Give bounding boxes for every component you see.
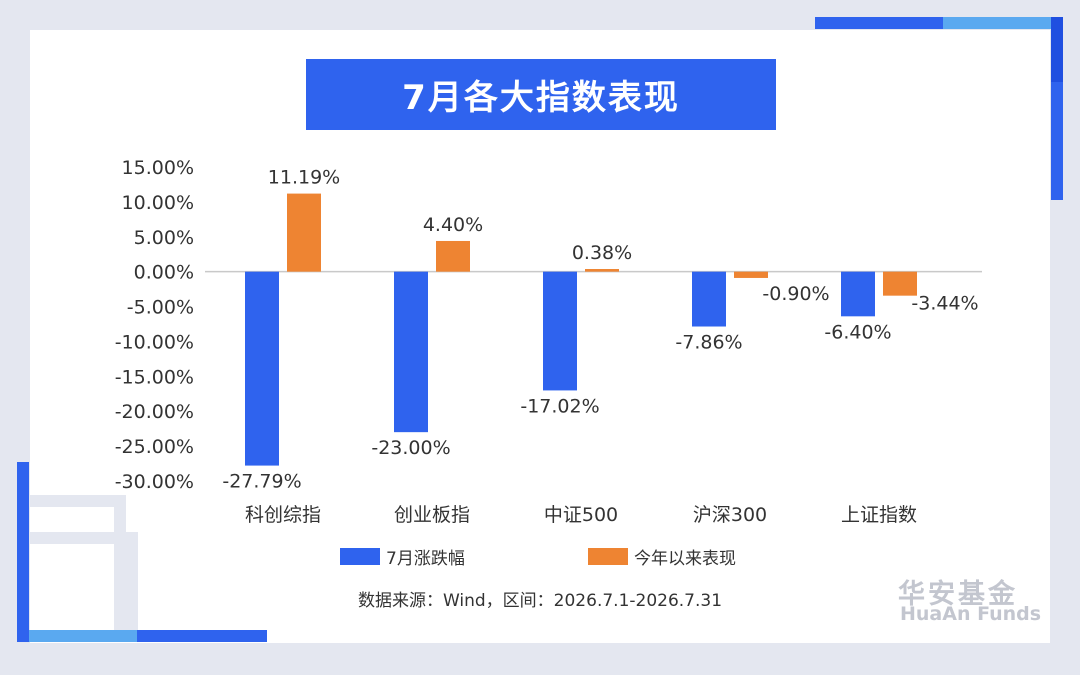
- y-tick-label: 15.00%: [122, 157, 194, 179]
- legend-swatch-ytd: [588, 548, 628, 565]
- legend-swatch-monthly: [340, 548, 380, 565]
- y-tick-label: 5.00%: [134, 227, 194, 249]
- y-tick-label: -25.00%: [115, 436, 194, 458]
- right-accent-bar: [1051, 17, 1063, 82]
- data-label-monthly: -23.00%: [371, 437, 450, 459]
- bar-ytd: [734, 271, 768, 278]
- chart-title: 7月各大指数表现: [402, 78, 680, 118]
- data-label-monthly: -17.02%: [520, 395, 599, 417]
- y-tick-label: 0.00%: [134, 262, 194, 284]
- y-tick-label: -10.00%: [115, 331, 194, 353]
- legend-item-monthly: 7月涨跌幅: [340, 544, 465, 569]
- legend-label-monthly: 7月涨跌幅: [386, 549, 465, 569]
- legend-label-ytd: 今年以来表现: [634, 549, 736, 569]
- bar-ytd: [287, 193, 321, 272]
- data-label-ytd: -3.44%: [911, 293, 978, 315]
- x-category-label: 上证指数: [841, 504, 917, 526]
- top-right-accent-bar: [815, 17, 943, 29]
- chart-card: [30, 30, 1050, 643]
- bar-monthly: [394, 271, 428, 433]
- data-source-note: 数据来源：Wind，区间：2026.7.1-2026.7.31: [357, 591, 723, 611]
- data-label-monthly: -6.40%: [824, 321, 891, 343]
- data-label-ytd: 4.40%: [423, 214, 483, 236]
- y-tick-label: -15.00%: [115, 366, 194, 388]
- right-accent-bar-light: [1051, 82, 1063, 200]
- x-category-label: 沪深300: [693, 504, 767, 526]
- bottom-left-accent-bar: [17, 630, 137, 642]
- brand-logo-cn: 华安基金: [898, 579, 1018, 610]
- bar-ytd: [436, 240, 470, 272]
- x-category-label: 科创综指: [245, 504, 321, 526]
- bar-ytd: [585, 269, 619, 272]
- y-tick-label: -20.00%: [115, 401, 194, 423]
- x-category-label: 中证500: [544, 504, 618, 526]
- bar-ytd: [883, 271, 917, 296]
- y-tick-label: 10.00%: [122, 192, 194, 214]
- bar-monthly: [543, 271, 577, 391]
- y-tick-label: -5.00%: [127, 297, 194, 319]
- data-label-ytd: 0.38%: [572, 242, 632, 264]
- top-right-accent-bar-light: [943, 17, 1051, 29]
- data-label-ytd: 11.19%: [268, 167, 340, 189]
- corner-frame-outer: [30, 495, 126, 630]
- data-label-monthly: -27.79%: [222, 471, 301, 493]
- corner-frame-inner: [30, 532, 138, 630]
- chart-title-banner: 7月各大指数表现: [306, 59, 776, 130]
- data-label-ytd: -0.90%: [762, 283, 829, 305]
- bar-monthly: [245, 271, 279, 466]
- y-tick-label: -30.00%: [115, 471, 194, 493]
- left-accent-bar: [17, 462, 29, 642]
- legend-item-ytd: 今年以来表现: [588, 544, 736, 569]
- bottom-left-accent-bar-dark: [137, 630, 267, 642]
- bar-monthly: [841, 271, 875, 317]
- brand-logo-en: HuaAn Funds: [900, 603, 1042, 625]
- bar-monthly: [692, 271, 726, 327]
- x-category-label: 创业板指: [394, 504, 470, 526]
- data-label-monthly: -7.86%: [675, 332, 742, 354]
